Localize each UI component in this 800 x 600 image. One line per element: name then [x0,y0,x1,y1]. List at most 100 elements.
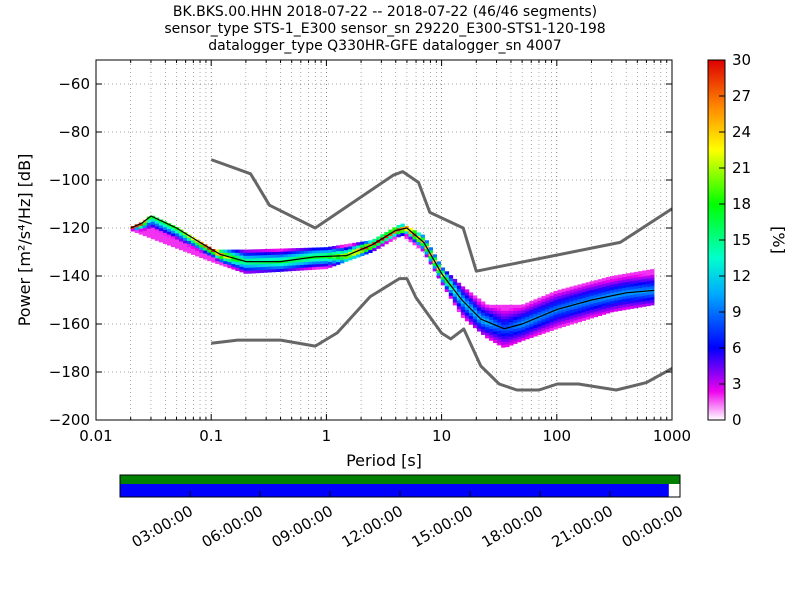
density-cell [549,318,554,323]
density-cell [489,313,494,317]
density-cell [569,309,574,313]
density-cell [621,298,627,302]
density-cell [150,233,156,237]
density-cell [581,314,587,319]
density-cell [621,279,627,283]
density-cell [577,318,582,323]
density-cell [432,257,438,261]
density-cell [625,295,631,299]
series-line-nlnm [211,277,673,392]
density-cell [585,307,591,312]
density-cell [513,331,518,335]
density-cell [166,228,172,232]
density-cell [577,304,582,308]
density-cell [142,230,148,234]
colorbar-tick-label: 18 [732,195,751,213]
density-cell [348,249,353,253]
density-cell [569,312,574,316]
density-cell [255,261,260,265]
density-cell [166,225,172,230]
density-cell [638,301,643,305]
density-cell [501,336,506,340]
density-cell [585,310,591,314]
density-cell [585,316,591,320]
density-cell [642,276,647,280]
density-cell [529,306,534,310]
density-cell [267,263,272,267]
density-cell [489,328,494,332]
density-cell [617,299,623,303]
coverage-bar: 03:00:00 06:00:00 09:00:00 12:00:00 15:00:00… [119,474,686,551]
y-tick-label: −160 [49,315,90,333]
density-cell [396,225,401,229]
y-tick-label: −140 [49,267,90,285]
density-cell [509,342,514,346]
density-cell [416,241,421,246]
density-cell [593,283,599,287]
density-cell [448,295,454,299]
density-cell [541,301,546,305]
density-cell [593,299,599,304]
density-cell [279,254,284,258]
density-cell [517,333,522,337]
density-cell [323,249,329,253]
density-cell [561,288,566,292]
density-cell [428,250,433,254]
density-cell [344,244,349,248]
density-cell [219,261,224,266]
density-cell [529,309,534,313]
density-cell [138,231,144,235]
density-cell [408,236,413,240]
density-cell [468,295,474,299]
density-cell [271,263,276,267]
density-cell [585,296,591,300]
density-cell [380,243,385,247]
density-cell [372,244,377,249]
density-cell [400,223,405,227]
density-cell [215,252,220,256]
density-cell [275,263,280,267]
density-cell [650,277,655,281]
density-cell [605,307,611,311]
density-cell [505,324,510,328]
density-cell [283,248,289,252]
density-cell [497,313,502,317]
density-cell [472,316,478,320]
density-cell [344,252,349,257]
density-cell [497,330,502,334]
density-cell [170,230,176,234]
density-cell [521,334,526,338]
density-cell [497,304,502,308]
density-cell [505,344,510,348]
x-tick-label: 0.1 [199,427,223,445]
density-cell [517,339,522,343]
density-cell [303,264,309,268]
coverage-tick-label: 09:00:00 [269,502,336,551]
density-cell [247,252,252,256]
density-cell [295,262,301,266]
density-cell [650,274,655,278]
density-cell [307,264,313,268]
density-cell [625,303,631,307]
density-cell [533,313,538,317]
density-cell [529,329,534,333]
density-cell [617,282,623,286]
density-cell [593,285,599,289]
density-cell [634,277,639,281]
density-cell [364,243,369,247]
density-cell [187,237,192,241]
density-cell [613,302,619,307]
density-cell [416,232,421,236]
density-cell [621,287,627,291]
density-cell [646,280,651,284]
density-cell [436,272,442,276]
density-cell [597,301,603,305]
density-cell [464,315,470,319]
density-cell [170,241,176,245]
density-cell [392,230,397,234]
density-cell [493,310,498,314]
density-cell [646,294,651,298]
density-cell [537,317,542,321]
density-cell [557,292,562,296]
density-cell [585,282,591,286]
